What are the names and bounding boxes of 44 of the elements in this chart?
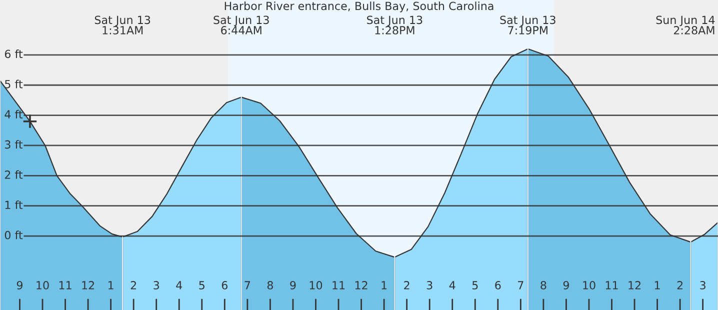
annotation: Sat Jun 13 7:19PM <box>500 16 556 34</box>
x-tick-label: 9 <box>563 281 569 290</box>
x-tick-label: 9 <box>16 281 22 290</box>
x-tick-label: 5 <box>472 281 478 290</box>
x-tick-label: 12 <box>355 281 368 290</box>
x-tick-label: 6 <box>222 281 228 290</box>
x-tick-label: 1 <box>382 281 387 290</box>
x-tick-label: 12 <box>628 281 640 290</box>
x-tick-label: 11 <box>59 281 72 290</box>
x-tick-label: 3 <box>700 281 706 290</box>
x-tick-label: 5 <box>199 281 204 290</box>
x-tick-label: 12 <box>82 281 94 290</box>
y-tick-label: 0 ft <box>4 230 23 240</box>
x-tick-label: 10 <box>36 281 49 290</box>
y-tick-label: 4 ft <box>4 110 23 118</box>
x-tick-label: 7 <box>518 281 524 290</box>
y-tick-label: 2 ft <box>4 170 23 179</box>
chart-title: Harbor River entrance, Bulls Bay, South Carolina <box>224 2 494 12</box>
y-tick-label: 3 ft <box>5 140 23 149</box>
y-tick-label: 5 ft <box>5 80 23 88</box>
x-tick-label: 10 <box>310 281 322 290</box>
annotation: Sat Jun 13 1:31AM <box>94 16 150 34</box>
x-tick-label: 4 <box>176 281 182 290</box>
x-tick-label: 11 <box>332 281 345 290</box>
annotation: Sat Jun 13 6:44AM <box>214 16 269 34</box>
x-tick-label: 2 <box>677 281 682 290</box>
x-tick-label: 11 <box>606 281 618 290</box>
x-tick-label: 8 <box>267 281 273 290</box>
x-tick-label: 3 <box>154 281 159 290</box>
x-tick-label: 10 <box>583 281 596 290</box>
x-tick-label: 7 <box>244 281 250 290</box>
y-tick-label: 1 ft <box>5 200 23 209</box>
annotation: Sun Jun 14 2:28AM <box>656 16 715 34</box>
x-tick-label: 2 <box>404 281 410 290</box>
x-tick-label: 1 <box>654 281 660 290</box>
x-tick-label: 1 <box>108 281 114 290</box>
x-tick-label: 4 <box>449 281 456 290</box>
x-tick-label: 8 <box>540 281 546 290</box>
x-tick-label: 6 <box>495 281 501 290</box>
y-tick-label: 6 ft <box>4 50 23 58</box>
x-tick-label: 3 <box>426 281 432 290</box>
annotation: Sat Jun 13 1:28PM <box>367 16 422 34</box>
x-tick-label: 9 <box>290 281 296 290</box>
x-tick-label: 2 <box>130 281 136 290</box>
